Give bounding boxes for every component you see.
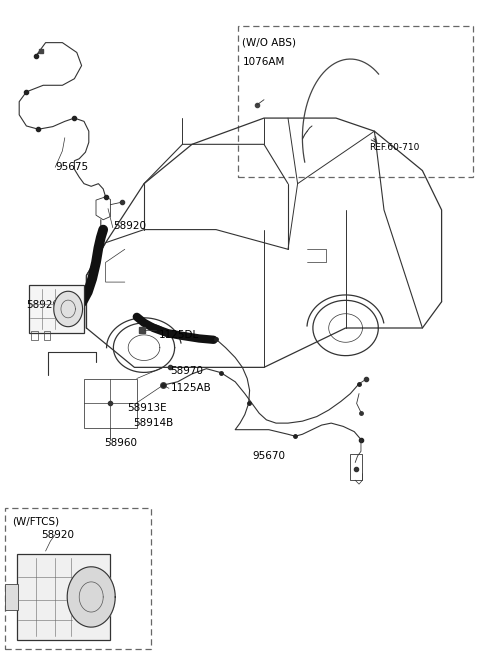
Text: 58920: 58920	[113, 221, 146, 232]
Text: REF.60-710: REF.60-710	[370, 143, 420, 152]
Text: (W/O ABS): (W/O ABS)	[242, 37, 296, 48]
Text: 58920: 58920	[41, 529, 74, 540]
Bar	[84, 379, 137, 428]
Text: 1125DL: 1125DL	[158, 329, 199, 340]
Text: 58970: 58970	[170, 365, 204, 376]
Text: 58913E: 58913E	[127, 403, 167, 413]
Text: 1125AB: 1125AB	[170, 383, 211, 394]
Polygon shape	[54, 291, 83, 327]
Polygon shape	[67, 567, 115, 627]
Text: 95670: 95670	[252, 451, 285, 461]
Bar	[350, 454, 362, 480]
Text: 58960: 58960	[105, 438, 138, 448]
Bar	[238, 26, 473, 177]
Bar	[5, 584, 18, 610]
Bar	[17, 554, 110, 640]
Text: (W/FTCS): (W/FTCS)	[12, 516, 59, 527]
Text: 58920: 58920	[26, 300, 60, 310]
Bar	[44, 331, 50, 340]
Text: 95675: 95675	[55, 162, 88, 173]
Bar	[29, 285, 84, 333]
Text: 58914B: 58914B	[133, 418, 174, 428]
Text: 1076AM: 1076AM	[242, 57, 285, 68]
Bar	[5, 508, 151, 649]
Bar	[31, 331, 38, 340]
